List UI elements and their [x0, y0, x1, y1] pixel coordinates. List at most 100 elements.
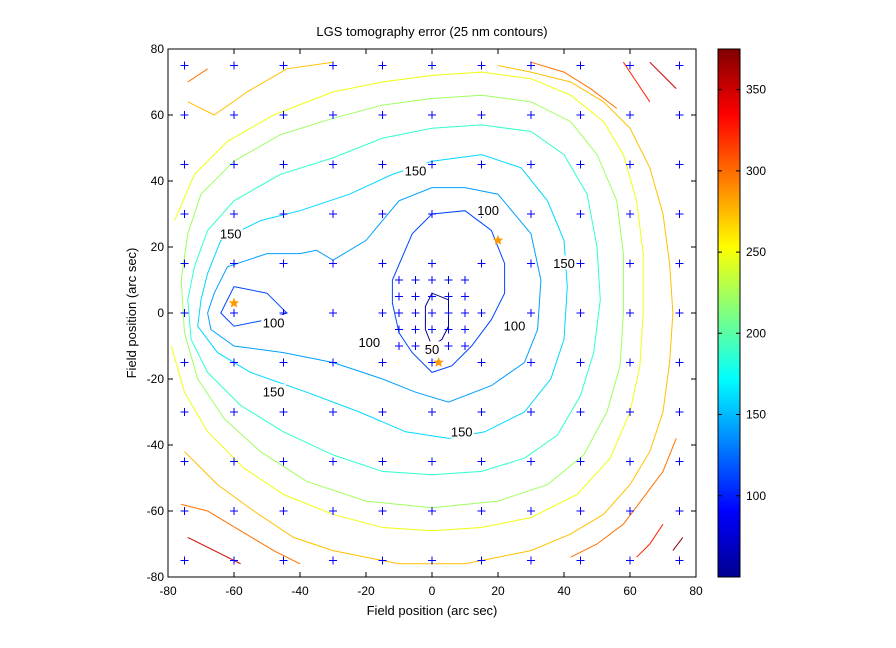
contour-label-5: 100	[358, 335, 380, 350]
x-tick-label-8: 80	[689, 584, 703, 598]
grid-marker-143	[461, 309, 469, 317]
grid-marker-72	[477, 259, 486, 268]
contour-line-125-3	[207, 187, 542, 403]
grid-marker-49	[378, 309, 387, 317]
grid-marker-74	[477, 160, 486, 169]
grid-marker-39	[329, 259, 337, 268]
grid-marker-9	[180, 111, 189, 119]
grid-marker-97	[576, 111, 585, 119]
contour-line-350-18	[672, 537, 684, 551]
x-axis: -80 -60 -40 -20 0 20 40 60 80	[159, 49, 703, 598]
grid-marker-23	[279, 507, 288, 515]
grid-marker-56	[428, 507, 436, 515]
grid-marker-85	[527, 160, 535, 169]
y-tick-label-5: 20	[151, 240, 165, 254]
contour-line-275-11	[530, 61, 618, 109]
y-axis: -80 -60 -40 -20 0 20 40 60 80	[147, 42, 696, 584]
grid-marker-28	[279, 259, 288, 268]
contour-label-bg-0	[218, 225, 243, 240]
grid-marker-15	[230, 358, 238, 367]
x-tick-label-0: -80	[159, 584, 177, 598]
contour-label-9: 150	[451, 424, 473, 439]
grid-marker-34	[329, 507, 337, 515]
grid-marker-45	[378, 507, 387, 515]
contour-label-1: 150	[405, 164, 427, 179]
grid-marker-65	[428, 61, 436, 70]
grid-marker-63	[428, 160, 436, 169]
grid-marker-10	[180, 61, 189, 70]
grid-marker-136	[444, 342, 453, 350]
grid-marker-102	[626, 408, 634, 416]
grid-marker-106	[626, 210, 634, 218]
grid-marker-121	[395, 342, 403, 350]
x-axis-label: Field position (arc sec)	[367, 603, 498, 618]
grid-marker-6	[180, 259, 189, 268]
grid-marker-18	[230, 210, 238, 218]
x-tick-label-2: -40	[291, 584, 309, 598]
contour-label-bg-8	[261, 384, 286, 399]
grid-marker-139	[444, 292, 453, 301]
grid-marker-61	[428, 259, 436, 268]
grid-marker-82	[527, 309, 535, 317]
grid-marker-25	[279, 408, 288, 416]
grid-marker-12	[230, 507, 238, 515]
x-tick-label-1: -60	[225, 584, 243, 598]
grid-marker-52	[378, 160, 387, 169]
grid-marker-31	[279, 111, 288, 119]
contour-label-6: 100	[504, 319, 526, 334]
x-tick-label-4: 0	[429, 584, 436, 598]
grid-marker-90	[576, 457, 585, 466]
colorbar-tick-label-0: 100	[746, 489, 766, 503]
grid-marker-1	[180, 507, 189, 515]
y-tick-label-0: -80	[147, 570, 165, 584]
grid-marker-124	[395, 292, 403, 301]
contour-line-275-10	[187, 68, 208, 83]
grid-marker-57	[428, 457, 436, 466]
y-tick-label-7: 60	[151, 108, 165, 122]
grid-marker-50	[378, 259, 387, 268]
grid-marker-7	[180, 210, 189, 218]
contour-line-100-2	[391, 210, 506, 373]
grid-marker-140	[444, 276, 453, 284]
grid-marker-38	[329, 309, 337, 317]
grid-marker-21	[230, 61, 238, 70]
grid-marker-26	[279, 358, 288, 367]
grid-marker-33	[329, 556, 337, 565]
grid-marker-17	[230, 259, 238, 268]
colorbar	[717, 48, 741, 578]
contour-label-bg-7	[423, 341, 441, 356]
grid-marker-80	[527, 408, 535, 416]
grid-marker-100	[626, 507, 634, 515]
grid-marker-122	[395, 325, 403, 334]
grid-marker-94	[576, 259, 585, 268]
grid-marker-113	[675, 408, 684, 416]
grid-marker-137	[444, 325, 453, 334]
grid-marker-95	[576, 210, 585, 218]
grid-marker-112	[675, 457, 684, 466]
grid-marker-37	[329, 358, 337, 367]
guide-star-2	[433, 357, 444, 367]
grid-marker-5	[180, 309, 189, 317]
grid-marker-77	[527, 556, 535, 565]
y-tick-label-1: -60	[147, 504, 165, 518]
contour-line-250-8	[187, 61, 334, 116]
grid-marker-105	[626, 259, 634, 268]
star-markers	[228, 234, 504, 367]
grid-marker-145	[461, 276, 469, 284]
grid-marker-87	[527, 61, 535, 70]
contour-line-325-17	[649, 61, 677, 89]
grid-marker-24	[279, 457, 288, 466]
grid-marker-96	[576, 160, 585, 169]
grid-marker-117	[675, 210, 684, 218]
contour-line-300-14	[622, 61, 651, 103]
x-tick-label-3: -20	[357, 584, 375, 598]
colorbar-tick-label-2: 200	[746, 326, 766, 340]
x-tick-label-7: 60	[623, 584, 637, 598]
grid-marker-78	[527, 507, 535, 515]
grid-marker-43	[329, 61, 337, 70]
contour-label-bg-1	[403, 163, 428, 178]
grid-marker-14	[230, 408, 238, 416]
contour-label-7: 50	[425, 342, 439, 357]
grid-marker-114	[675, 358, 684, 367]
